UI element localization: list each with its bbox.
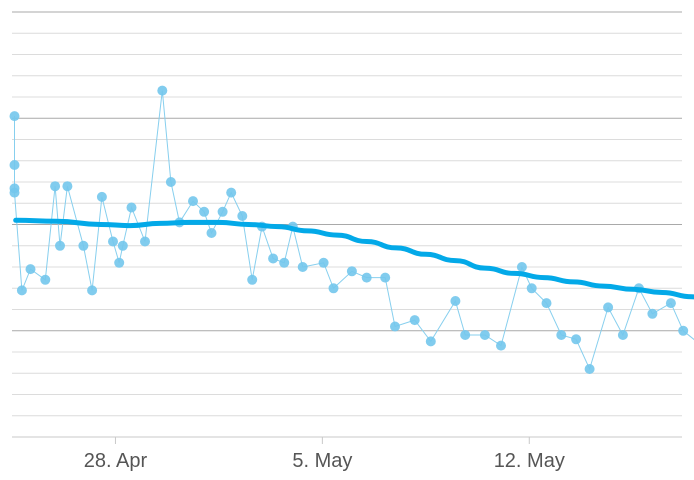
daily-data-point <box>55 240 65 251</box>
daily-series <box>9 85 694 374</box>
daily-data-point <box>114 257 125 268</box>
daily-data-point <box>140 236 150 247</box>
daily-data-point <box>450 296 461 306</box>
daily-data-point <box>409 315 420 326</box>
daily-data-point <box>16 285 27 296</box>
daily-data-point <box>117 240 128 251</box>
daily-data-point <box>9 111 20 122</box>
daily-data-point <box>62 181 73 192</box>
daily-data-point <box>361 272 372 283</box>
daily-data-point <box>188 196 198 207</box>
daily-data-point <box>126 202 137 213</box>
daily-data-point <box>78 240 89 251</box>
x-tick-label: 28. Apr <box>84 450 148 472</box>
daily-data-point <box>647 308 658 319</box>
daily-data-point <box>157 85 168 96</box>
daily-data-point <box>678 325 689 336</box>
daily-data-point <box>390 321 400 332</box>
daily-data-point <box>571 334 582 345</box>
daily-series-line <box>14 90 694 371</box>
daily-data-point <box>247 274 258 285</box>
trend-line <box>13 217 694 300</box>
daily-data-point <box>96 191 107 202</box>
x-axis-ticks: 28. Apr 5. May 12. May <box>84 437 565 472</box>
daily-data-point <box>199 206 210 217</box>
daily-data-point <box>25 264 36 275</box>
daily-data-point <box>318 257 329 268</box>
daily-data-point <box>108 236 118 247</box>
trend-series <box>13 217 694 300</box>
daily-data-point <box>665 298 676 309</box>
x-tick-label: 12. May <box>494 450 565 472</box>
daily-data-point <box>603 302 614 313</box>
daily-data-point <box>516 262 527 272</box>
daily-data-point <box>206 228 217 238</box>
daily-data-point <box>40 274 51 285</box>
daily-data-point <box>9 187 20 198</box>
daily-data-point <box>617 330 628 340</box>
daily-data-point <box>541 298 552 309</box>
daily-data-point <box>328 283 339 294</box>
daily-data-point <box>526 283 537 294</box>
daily-data-point <box>268 253 279 264</box>
daily-data-point <box>346 266 357 277</box>
daily-data-point <box>50 181 61 192</box>
daily-data-point <box>297 262 308 272</box>
daily-data-point <box>217 206 228 217</box>
daily-data-point <box>460 330 471 340</box>
daily-data-point <box>380 272 391 283</box>
daily-data-point <box>226 187 237 198</box>
daily-data-point <box>479 330 490 340</box>
daily-data-point <box>556 330 567 340</box>
x-tick-label: 5. May <box>292 450 352 472</box>
daily-data-point <box>9 160 20 170</box>
daily-data-point <box>87 285 98 296</box>
daily-data-point <box>584 364 595 374</box>
daily-data-point <box>496 340 506 351</box>
daily-data-point <box>279 257 290 268</box>
daily-data-point <box>237 211 248 221</box>
grid-lines <box>12 11 682 417</box>
daily-data-point <box>425 336 436 347</box>
daily-data-point <box>165 177 176 187</box>
